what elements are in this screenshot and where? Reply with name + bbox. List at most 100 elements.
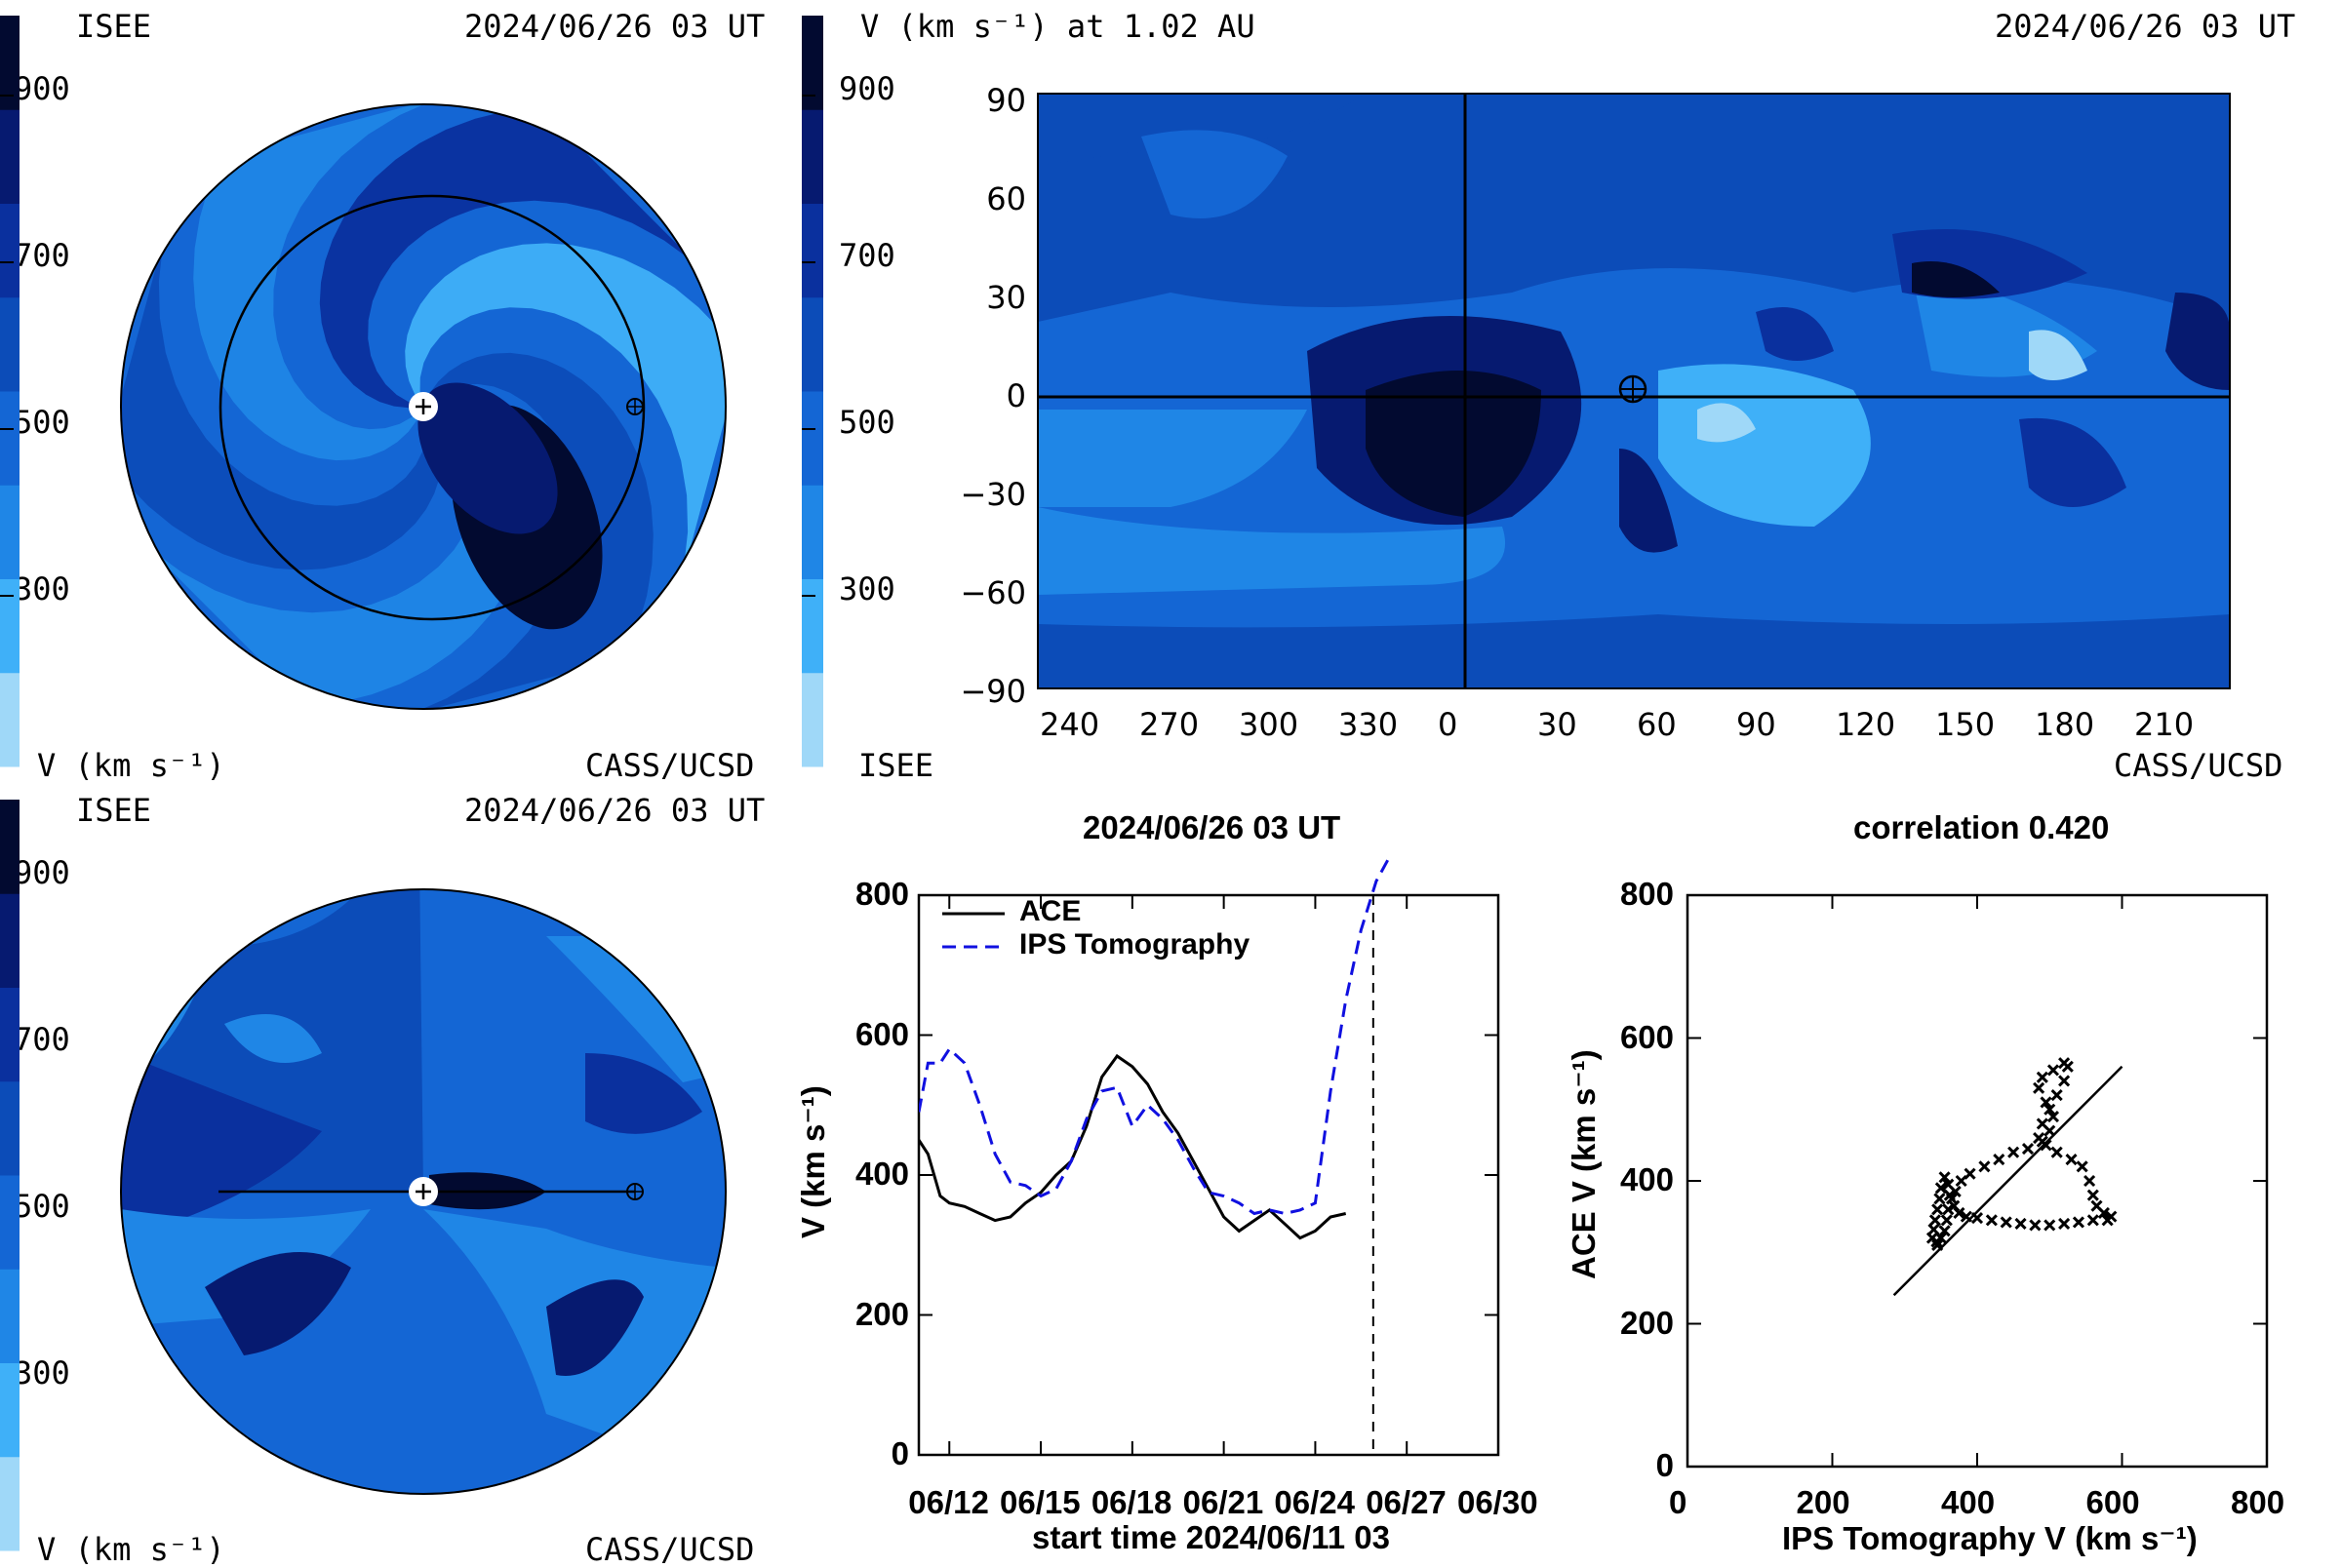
- map-x-tick: 90: [1736, 706, 1776, 743]
- scatter-point: [1942, 1178, 1955, 1191]
- timeseries-plot: [919, 856, 1392, 1240]
- regression-line: [1892, 1065, 2123, 1297]
- scatter-point: [2097, 1206, 2111, 1220]
- meridional-cbar-tick: 900: [14, 854, 70, 891]
- ecliptic-spiral-arm: [123, 405, 528, 707]
- map-x-tick: 180: [2035, 706, 2095, 743]
- legend-ace-label: ACE: [1019, 895, 1082, 927]
- map-y-tick: 60: [986, 180, 1026, 217]
- map-region: [1038, 595, 2230, 688]
- ts-x-tick: 06/30: [1457, 1484, 1538, 1520]
- scatter-point: [2086, 1189, 2099, 1201]
- map-x-tick: 0: [1438, 706, 1458, 743]
- ts-x-tick: 06/21: [1182, 1484, 1264, 1520]
- map-colorbar-segment: [802, 672, 823, 767]
- scatter-point: [1993, 1153, 2005, 1166]
- ecliptic-spiral-arm: [319, 106, 724, 409]
- ecliptic-colorbar-segment: [0, 391, 20, 486]
- scatter-point: [2046, 1064, 2060, 1077]
- map-x-tick: 330: [1338, 706, 1399, 743]
- map-org-left: ISEE: [858, 747, 934, 784]
- ts-y-tick: 800: [854, 876, 909, 912]
- scatter-point: [1940, 1214, 1953, 1227]
- scatter-x-tick: 400: [1941, 1484, 1996, 1520]
- ts-x-tick: 06/18: [1091, 1484, 1172, 1520]
- map-colorbar-segment: [802, 109, 823, 204]
- earth-icon-cross: [627, 399, 643, 414]
- ecliptic-spiral-arm: [121, 204, 442, 570]
- scatter-point: [1934, 1182, 1947, 1195]
- scatter-point: [2086, 1214, 2099, 1227]
- scatter-x-tick: 0: [1669, 1484, 1687, 1520]
- ts-y-tick: 200: [854, 1295, 909, 1332]
- scatter-point: [2000, 1216, 2012, 1229]
- meridional-org-left: ISEE: [76, 792, 152, 829]
- meridional-colorbar-segment: [0, 1175, 20, 1270]
- ecliptic-colorbar-segment: [0, 672, 20, 767]
- ips-series-line: [919, 856, 1392, 1216]
- ecliptic-org-left: ISEE: [76, 8, 152, 45]
- scatter-point: [1964, 1167, 1976, 1180]
- map-fast-stream: [1366, 371, 1541, 517]
- earth-icon-cross: [627, 1184, 643, 1199]
- scatter-point: [2058, 1075, 2071, 1087]
- map-region: [1912, 261, 2000, 297]
- map-colorbar-segment: [802, 203, 823, 298]
- map-x-tick: 270: [1139, 706, 1200, 743]
- map-region: [1038, 507, 1506, 595]
- meridional-colorbar-segment: [0, 1080, 20, 1176]
- ts-x-tick: 06/12: [908, 1484, 989, 1520]
- scatter-point: [2065, 1153, 2078, 1166]
- scatter-y-tick: 400: [1619, 1161, 1674, 1197]
- scatter-point: [2050, 1089, 2063, 1102]
- scatter-point: [2033, 1081, 2045, 1094]
- ts-x-tick: 06/15: [1000, 1484, 1081, 1520]
- map-x-tick: 210: [2134, 706, 2195, 743]
- scatter-point: [1938, 1225, 1951, 1237]
- ecliptic-colorbar-segment: [0, 16, 20, 110]
- map-region: [1038, 94, 1366, 166]
- scatter-point: [1933, 1193, 1946, 1205]
- map-colorbar-segment: [802, 16, 823, 110]
- map-y-tick: 90: [986, 82, 1026, 119]
- map-region: [1619, 449, 1678, 553]
- meridional-colorbar-segment: [0, 1456, 20, 1551]
- map-org-right: CASS/UCSD: [2114, 747, 2283, 784]
- scatter-point: [2046, 1111, 2060, 1123]
- scatter-x-tick: 600: [2085, 1484, 2140, 1520]
- legend-ips-label: IPS Tomography: [1019, 928, 1250, 960]
- scatter-y-tick: 800: [1619, 876, 1674, 912]
- scatter-point: [2036, 1071, 2048, 1083]
- scatter-x-tick: 800: [2231, 1484, 2285, 1520]
- ts-y-tick: 0: [891, 1435, 909, 1471]
- scatter-point: [2076, 1160, 2088, 1173]
- ts-x-tick: 06/27: [1366, 1484, 1447, 1520]
- scatter-point: [2043, 1219, 2056, 1232]
- ts-y-tick: 400: [854, 1156, 909, 1192]
- meridional-colorbar-segment: [0, 987, 20, 1082]
- scatter-point: [2040, 1139, 2052, 1152]
- meridional-region: [205, 1252, 351, 1355]
- scatter-point: [2007, 1146, 2020, 1158]
- ecliptic-colorbar-segment: [0, 578, 20, 674]
- scatter-y-tick: 600: [1619, 1018, 1674, 1055]
- ecliptic-spiral-arm: [374, 352, 654, 709]
- scatter-point: [2083, 1174, 2096, 1188]
- scatter-point: [1953, 1206, 1965, 1220]
- map-cbar-tick: 700: [839, 237, 895, 274]
- ecliptic-cbar-tick: 900: [14, 70, 70, 107]
- ts-y-tick: 600: [854, 1015, 909, 1052]
- map-frame: [1037, 93, 2231, 689]
- meridional-colorbar-segment: [0, 893, 20, 988]
- scatter-xlabel: IPS Tomography V (km s⁻¹): [1782, 1520, 2198, 1556]
- ace-series-line: [919, 1053, 1347, 1240]
- scatter-point: [1931, 1203, 1944, 1216]
- earth-orbit: [218, 194, 646, 621]
- map-x-tick: 150: [1935, 706, 1996, 743]
- meridional-cbar-tick: 500: [14, 1188, 70, 1225]
- scatter-point: [2072, 1216, 2085, 1229]
- ecliptic-colorbar-segment: [0, 109, 20, 204]
- map-y-tick: −90: [960, 673, 1026, 710]
- ecliptic-outline: [120, 103, 727, 710]
- meridional-region: [585, 1053, 702, 1134]
